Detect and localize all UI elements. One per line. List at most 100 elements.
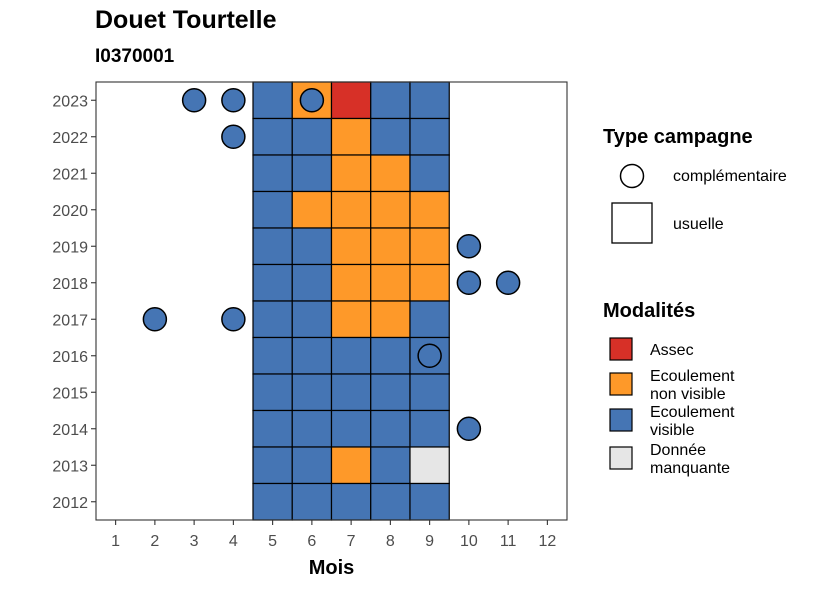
cell-2015-7 <box>330 373 372 412</box>
y-tick-label-2016: 2016 <box>52 349 88 366</box>
y-tick-label-2021: 2021 <box>52 166 88 183</box>
point-2023-6 <box>299 88 325 113</box>
cell-2019-6 <box>291 227 333 266</box>
legend-square-key <box>611 202 653 244</box>
legend-type-label-1: usuelle <box>673 216 724 233</box>
cell-2014-9 <box>409 409 450 448</box>
x-tick-label-10: 10 <box>460 533 478 550</box>
x-tick-label-1: 1 <box>111 533 120 550</box>
cell-2020-7 <box>330 190 372 229</box>
x-tick-label-7: 7 <box>347 533 356 550</box>
cell-2012-9 <box>409 482 450 521</box>
cell-2016-8 <box>370 336 411 375</box>
x-tick-label-8: 8 <box>386 533 395 550</box>
cell-2015-8 <box>370 373 411 412</box>
y-tick-label-2015: 2015 <box>52 385 88 402</box>
cell-2017-9 <box>409 300 450 339</box>
cell-2015-6 <box>291 373 333 412</box>
cell-2016-5 <box>252 336 293 375</box>
x-tick-label-6: 6 <box>307 533 316 550</box>
cell-2013-6 <box>291 446 333 485</box>
y-tick-label-2012: 2012 <box>52 495 88 512</box>
legend-modalite-label-1-0: Ecoulement <box>650 368 735 385</box>
cell-2022-7 <box>330 117 372 156</box>
legend-modalite-key-3 <box>609 446 633 470</box>
cell-2021-8 <box>370 154 411 193</box>
cell-2014-8 <box>370 409 411 448</box>
legend-modalite-label-2-1: visible <box>650 422 695 439</box>
cell-2023-8 <box>370 81 411 120</box>
y-tick-label-2017: 2017 <box>52 312 88 329</box>
cell-2021-6 <box>291 154 333 193</box>
cell-2013-7 <box>330 446 372 485</box>
cell-2016-7 <box>330 336 372 375</box>
cell-2022-9 <box>409 117 450 156</box>
x-tick-label-11: 11 <box>500 533 517 550</box>
legend-type-label-0: complémentaire <box>673 168 787 185</box>
cell-2017-6 <box>291 300 333 339</box>
cell-2020-6 <box>291 190 333 229</box>
y-tick-label-2023: 2023 <box>52 93 88 110</box>
cell-2017-5 <box>252 300 293 339</box>
point-2014-10 <box>456 416 482 441</box>
point-2018-10 <box>456 270 482 295</box>
cell-2013-8 <box>370 446 411 485</box>
cell-2018-9 <box>409 263 450 302</box>
cell-2016-6 <box>291 336 333 375</box>
point-2018-11 <box>495 270 521 295</box>
cell-2019-7 <box>330 227 372 266</box>
usual-cells <box>252 81 450 521</box>
cell-2021-9 <box>409 154 450 193</box>
legend-modalite-label-0-0: Assec <box>650 342 694 359</box>
cell-2018-8 <box>370 263 411 302</box>
cell-2022-8 <box>370 117 411 156</box>
point-2016-9 <box>417 343 442 368</box>
x-tick-label-4: 4 <box>229 533 238 550</box>
cell-2017-7 <box>330 300 372 339</box>
cell-2018-5 <box>252 263 293 302</box>
y-tick-label-2018: 2018 <box>52 276 88 293</box>
x-tick-label-12: 12 <box>538 533 556 550</box>
legend-modalite-label-1-1: non visible <box>650 386 726 403</box>
panel-border <box>95 81 568 521</box>
axes: 2012 2013 2014 2015 2016 2017 2018 2019 2020 2021… <box>52 93 556 579</box>
cell-2022-6 <box>291 117 333 156</box>
legend-modalite-label-3-0: Donnée <box>650 442 706 459</box>
chart-subtitle: I0370001 <box>95 46 175 67</box>
cell-2012-5 <box>252 482 293 521</box>
cell-2020-9 <box>409 190 450 229</box>
cell-2012-6 <box>291 482 333 521</box>
legend-modalites-title: Modalités <box>603 300 695 322</box>
y-tick-label-2020: 2020 <box>52 203 88 220</box>
cell-2020-5 <box>252 190 293 229</box>
cell-2018-6 <box>291 263 333 302</box>
cell-2022-5 <box>252 117 293 156</box>
x-axis-title: Mois <box>309 557 355 579</box>
y-tick-label-2013: 2013 <box>52 458 88 475</box>
cell-2020-8 <box>370 190 411 229</box>
point-2023-3 <box>181 88 207 113</box>
y-tick-label-2014: 2014 <box>52 422 88 439</box>
cell-2023-9 <box>409 81 450 120</box>
legend-circle-key <box>619 163 645 189</box>
cell-2019-9 <box>409 227 450 266</box>
panel-frame <box>95 81 568 521</box>
cell-2013-5 <box>252 446 293 485</box>
point-2023-4 <box>221 88 246 113</box>
cell-2021-7 <box>330 154 372 193</box>
y-tick-label-2019: 2019 <box>52 239 88 256</box>
x-tick-label-2: 2 <box>150 533 159 550</box>
cell-2019-8 <box>370 227 411 266</box>
chart-title: Douet Tourtelle <box>95 6 277 34</box>
cell-2015-5 <box>252 373 293 412</box>
cell-2015-9 <box>409 373 450 412</box>
complementary-points <box>142 88 521 441</box>
cell-2023-5 <box>252 81 293 120</box>
cell-2021-5 <box>252 154 293 193</box>
point-2022-4 <box>221 124 246 149</box>
cell-2013-9 <box>409 446 450 485</box>
cell-2014-6 <box>291 409 333 448</box>
y-tick-label-2022: 2022 <box>52 130 88 147</box>
